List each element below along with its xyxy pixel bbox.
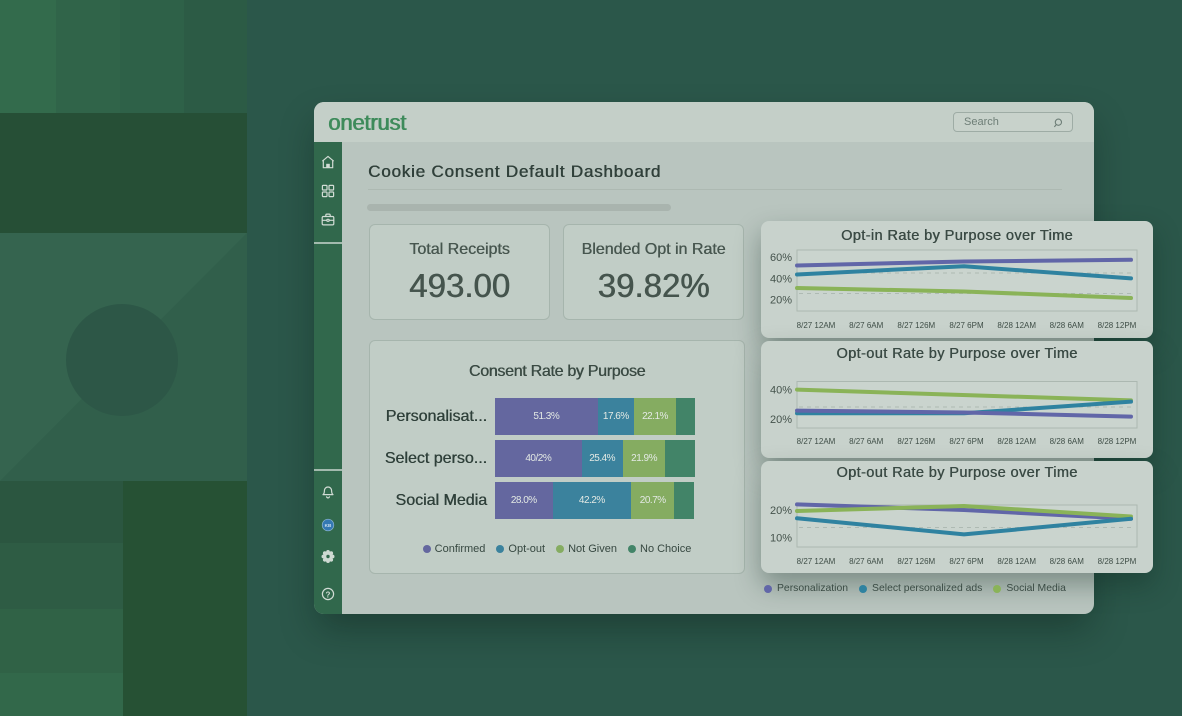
svg-text:8/28 6AM: 8/28 6AM — [1050, 321, 1085, 330]
svg-text:40%: 40% — [770, 384, 792, 396]
svg-text:20%: 20% — [770, 505, 792, 517]
svg-text:8/28 6AM: 8/28 6AM — [1050, 557, 1085, 566]
svg-text:8/27 12AM: 8/27 12AM — [797, 557, 836, 566]
svg-text:8/27 12AM: 8/27 12AM — [797, 321, 836, 330]
svg-text:8/27 6AM: 8/27 6AM — [849, 557, 884, 566]
svg-text:60%: 60% — [770, 252, 792, 264]
svg-text:8/27 6AM: 8/27 6AM — [849, 321, 884, 330]
svg-text:8/27 12AM: 8/27 12AM — [797, 437, 836, 446]
svg-text:8/28 12AM: 8/28 12AM — [997, 321, 1036, 330]
svg-text:8/27 6PM: 8/27 6PM — [949, 437, 984, 446]
svg-text:8/27 126M: 8/27 126M — [897, 557, 935, 566]
svg-text:8/27 6PM: 8/27 6PM — [949, 321, 984, 330]
svg-text:8/27 126M: 8/27 126M — [897, 321, 935, 330]
svg-text:8/27 126M: 8/27 126M — [897, 437, 935, 446]
svg-text:8/28 12PM: 8/28 12PM — [1098, 437, 1137, 446]
svg-text:20%: 20% — [770, 414, 792, 426]
svg-text:8/28 12AM: 8/28 12AM — [997, 557, 1036, 566]
svg-text:8/27 6PM: 8/27 6PM — [949, 557, 984, 566]
svg-text:40%: 40% — [770, 273, 792, 285]
svg-text:8/28 12PM: 8/28 12PM — [1098, 557, 1137, 566]
svg-text:8/28 12PM: 8/28 12PM — [1098, 321, 1137, 330]
svg-text:?: ? — [326, 590, 331, 599]
svg-text:KB: KB — [325, 523, 332, 528]
svg-text:8/28 6AM: 8/28 6AM — [1050, 437, 1085, 446]
svg-text:10%: 10% — [770, 533, 792, 545]
svg-text:8/27 6AM: 8/27 6AM — [849, 437, 884, 446]
svg-text:20%: 20% — [770, 295, 792, 307]
svg-text:8/28 12AM: 8/28 12AM — [997, 437, 1036, 446]
